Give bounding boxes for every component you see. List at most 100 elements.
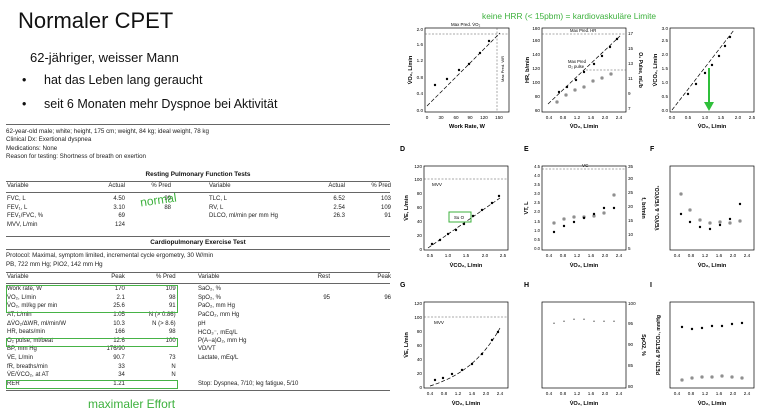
reference-line [547,35,621,105]
svg-text:90: 90 [628,342,634,347]
svg-text:120: 120 [414,164,422,169]
graph-f: F 0.4 0.8 1.2 1.6 2.0 2.4 V̇O₂, L/min V̇E/V̇O… [650,146,762,272]
data-points [430,194,501,246]
y2-axis-label: O₂ Pulse, mL/b [637,52,643,88]
x-ticks: 0.4 0.8 1.2 1.6 2.0 2.4 [674,391,751,396]
svg-text:2.5: 2.5 [662,38,669,43]
panel-letter: E [524,146,529,153]
x-axis-label: V̇O₂, L/min [698,123,727,130]
svg-text:1.5: 1.5 [662,66,669,71]
table-row: FVC, L 4.50 99 TLC, L 6.52 103 [7,196,391,203]
svg-text:0: 0 [419,247,422,252]
y2-ticks: 5 10 15 20 25 30 35 [628,164,634,251]
svg-text:20: 20 [417,371,423,376]
hr-points [557,37,619,94]
svg-text:15: 15 [628,46,634,51]
svg-text:180: 180 [532,26,540,31]
y-ticks: 0 20 40 60 80 100 120 [414,164,422,252]
f-points [552,193,616,225]
svg-text:0.5: 0.5 [534,237,540,242]
annot-max-pred: Max Pred [568,59,587,64]
svg-text:150: 150 [495,115,503,120]
svg-text:60: 60 [417,343,423,348]
bullet-text: seit 6 Monaten mehr Dyspnoe bei Aktivitä… [44,97,278,111]
svg-text:1.6: 1.6 [716,391,723,396]
highlight-box [6,380,178,389]
divider [6,249,390,250]
y-ticks: 60 80 100 120 140 160 180 [532,26,540,113]
svg-text:95: 95 [628,321,634,326]
svg-text:11: 11 [628,76,633,81]
x-axis-label: Work Rate, W [449,124,486,130]
svg-text:4.0: 4.0 [534,173,540,178]
col-header: % Pred [151,183,171,190]
y-axis-label: PETO₂ & PETCO₂, mmHg [656,315,662,375]
svg-text:2.4: 2.4 [744,391,751,396]
svg-text:80: 80 [417,329,423,334]
svg-text:0: 0 [419,385,422,390]
y-axis-label: VT, L [524,201,530,215]
y-ticks: 0 20 40 60 80 100 120 [414,301,422,390]
table-row: ΔV̇O₂/ΔWR, ml/min/W 10.3 N (> 8.6) pH [7,320,206,327]
annot-vc: VC [582,163,589,168]
svg-text:13: 13 [628,61,634,66]
svg-text:20: 20 [417,233,423,238]
svg-text:▵: ▵ [583,316,585,321]
x-axis-label: V̇CO₂, L/min [450,262,483,269]
y-axis-label: V̇E/V̇O₂ & V̇E/V̇CO₂ [654,185,661,230]
stop-reason: Stop: Dyspnea, 7/10; leg fatigue, 5/10 [197,380,299,387]
svg-text:100: 100 [414,177,422,182]
y-axis-label: V̇E, L/min [403,195,410,221]
svg-text:100: 100 [628,301,636,306]
svg-text:0.8: 0.8 [441,391,448,396]
table-header-row: Variable Actual % Pred Variable Actual %… [5,182,393,191]
y2-ticks: 80 85 90 95 100 [628,301,636,389]
svg-text:0.0: 0.0 [662,108,669,113]
svg-text:120: 120 [532,66,540,71]
x-ticks: 0.5 1.0 1.5 2.0 2.5 [427,253,507,258]
annot-max-wr: Max Pred. WR [500,56,505,82]
svg-text:60: 60 [453,115,459,120]
svg-text:0.4: 0.4 [674,253,681,258]
svg-text:▵: ▵ [593,318,595,323]
annot-max-vo2: Max Pred. V̇O₂ [451,22,481,27]
svg-text:0.8: 0.8 [560,253,567,258]
data-points [686,35,732,96]
panel-letter: D [400,146,405,153]
y-axis-label: HR, b/min [525,56,531,83]
svg-text:1.6: 1.6 [588,253,595,258]
svg-text:80: 80 [417,191,423,196]
bullet-item: • seit 6 Monaten mehr Dyspnoe bei Aktivi… [22,97,277,111]
svg-text:▵: ▵ [563,318,565,323]
y-ticks: 0.0 0.5 1.0 1.5 2.0 2.5 3.0 [662,26,669,113]
svg-text:▵: ▵ [613,318,615,323]
annot-max-hr: Max Pred. HR [570,28,596,33]
svg-text:15: 15 [628,218,634,223]
case-line: 62-year-old male; white; height, 175 cm;… [6,128,209,135]
graph-c: 0.0 0.5 1.0 1.5 2.0 2.5 0.0 0.5 1.0 1.5 2.0 2.5 3.0… [650,22,762,134]
spo2-points: ▵ ▵ ▵ ▵ ▵ ▵ ▵ [553,316,615,325]
x-ticks: 0.4 0.8 1.2 1.6 2.0 2.4 [674,253,751,258]
svg-text:0.4: 0.4 [674,391,681,396]
svg-text:▵: ▵ [553,320,555,325]
highlight-box [6,338,178,347]
case-line: Reason for testing: Shortness of breath … [6,153,146,161]
svg-text:1.0: 1.0 [662,80,669,85]
svg-text:1.2: 1.2 [702,253,709,258]
svg-text:3.5: 3.5 [534,182,540,187]
svg-text:2.4: 2.4 [616,115,623,120]
svg-text:25: 25 [628,190,634,195]
svg-text:100: 100 [414,315,422,320]
svg-text:2.4: 2.4 [616,391,623,396]
panel-letter: F [650,146,655,153]
divider [6,181,390,182]
y2-ticks: 7 9 11 13 15 17 [628,31,634,111]
table-row: fR, breaths/min 33 N [7,363,176,370]
svg-text:9: 9 [628,91,631,96]
svg-text:0.8: 0.8 [560,391,567,396]
axes [424,27,510,113]
svg-text:35: 35 [628,164,634,169]
svg-text:1.5: 1.5 [463,253,470,258]
cpet-title: Cardiopulmonary Exercise Test [150,239,246,246]
graph-e: E VC 0.4 0.8 1.2 1.6 2.0 2.4 0.0 0.5 1.0 1.5 2.0 2… [524,146,646,272]
